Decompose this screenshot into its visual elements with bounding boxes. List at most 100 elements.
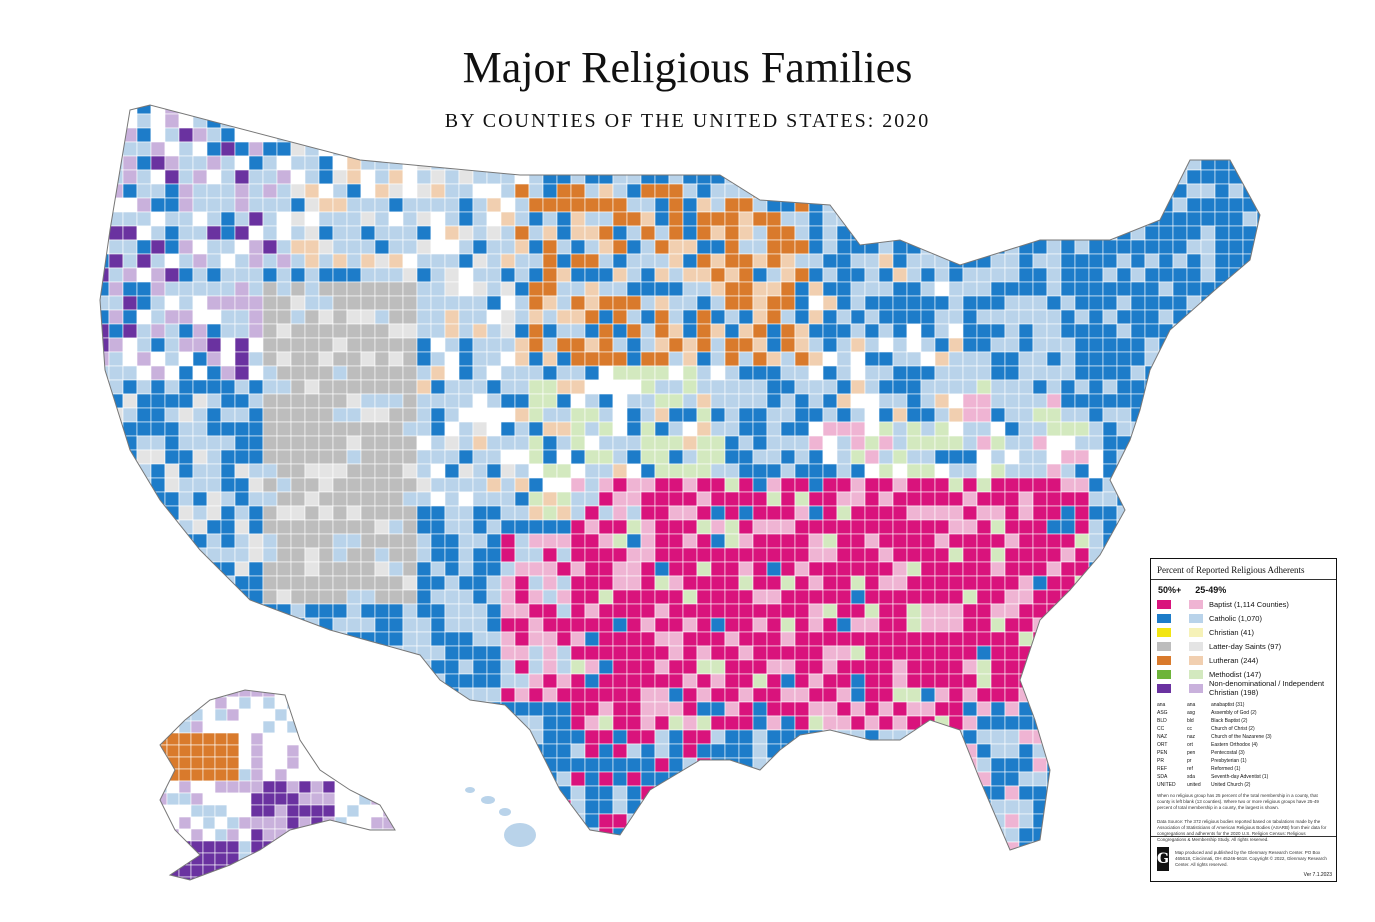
county-cell [1144, 337, 1160, 353]
county-cell [542, 701, 558, 717]
county-cell [274, 864, 288, 878]
county-cell [794, 211, 810, 227]
county-cell [990, 477, 1006, 493]
county-cell [598, 267, 614, 283]
county-cell [1046, 561, 1062, 577]
county-cell [1214, 309, 1230, 325]
county-cell [780, 785, 796, 801]
county-cell [948, 463, 964, 479]
county-cell [178, 169, 194, 185]
county-cell [850, 589, 866, 605]
county-cell [612, 631, 628, 647]
county-cell [724, 113, 740, 129]
county-cell [206, 435, 222, 451]
county-cell [164, 533, 180, 549]
county-cell [612, 673, 628, 689]
county-cell [202, 828, 216, 842]
county-cell [780, 449, 796, 465]
county-cell [346, 804, 360, 818]
county-cell [1116, 841, 1132, 850]
county-cell [752, 155, 768, 171]
county-cell [416, 105, 432, 115]
county-cell [682, 617, 698, 633]
county-cell [738, 337, 754, 353]
county-cell [654, 351, 670, 367]
county-cell [850, 449, 866, 465]
county-cell [920, 771, 936, 787]
county-cell [360, 393, 376, 409]
county-cell [416, 701, 432, 717]
county-cell [304, 113, 320, 129]
county-cell [528, 337, 544, 353]
legend-minor-cell: BLD [1157, 718, 1167, 724]
county-cell [370, 744, 384, 758]
county-cell [682, 463, 698, 479]
county-cell [738, 141, 754, 157]
county-cell [486, 351, 502, 367]
county-cell [1060, 435, 1076, 451]
county-cell [178, 547, 194, 563]
county-cell [1032, 351, 1048, 367]
county-cell [190, 690, 204, 698]
county-cell [388, 407, 404, 423]
county-cell [262, 281, 278, 297]
county-cell [1214, 197, 1230, 213]
county-cell [724, 645, 740, 661]
county-cell [1228, 141, 1244, 157]
county-cell [1074, 617, 1090, 633]
legend-title: Percent of Reported Religious Adherents [1151, 559, 1336, 580]
county-cell [1004, 533, 1020, 549]
county-cell [640, 743, 656, 759]
county-cell [358, 792, 372, 806]
county-cell [1144, 309, 1160, 325]
county-cell [906, 519, 922, 535]
county-cell [1074, 687, 1090, 703]
county-cell [458, 841, 474, 850]
county-cell [1032, 141, 1048, 157]
county-cell [906, 743, 922, 759]
county-cell [626, 407, 642, 423]
county-cell [570, 715, 586, 731]
county-cell [1046, 379, 1062, 395]
county-cell [178, 690, 192, 698]
county-cell [542, 197, 558, 213]
county-cell [108, 715, 124, 731]
county-cell [1172, 379, 1188, 395]
county-cell [752, 365, 768, 381]
county-cell [598, 491, 614, 507]
county-cell [416, 547, 432, 563]
county-cell [864, 155, 880, 171]
county-cell [920, 729, 936, 745]
county-cell [808, 687, 824, 703]
county-cell [822, 421, 838, 437]
county-cell [332, 379, 348, 395]
county-cell [500, 785, 516, 801]
county-cell [136, 183, 152, 199]
county-cell [1228, 407, 1244, 423]
county-cell [150, 505, 166, 521]
county-cell [486, 477, 502, 493]
county-cell [290, 267, 306, 283]
county-cell [262, 519, 278, 535]
county-cell [1088, 105, 1104, 115]
county-cell [906, 771, 922, 787]
county-cell [1102, 141, 1118, 157]
county-cell [304, 477, 320, 493]
legend-minor-cell: asg [1187, 710, 1196, 716]
county-cell [836, 617, 852, 633]
county-cell [808, 113, 824, 129]
county-cell [108, 785, 124, 801]
county-cell [262, 155, 278, 171]
county-cell [382, 696, 395, 710]
county-cell [1116, 785, 1132, 801]
county-cell [1102, 491, 1118, 507]
county-cell [654, 295, 670, 311]
county-cell [640, 827, 656, 843]
county-cell [850, 281, 866, 297]
county-cell [808, 533, 824, 549]
county-cell [626, 323, 642, 339]
county-cell [1158, 477, 1174, 493]
legend-minor-row: SDA sda Seventh-day Adventist (1) [1157, 773, 1330, 781]
county-cell [668, 113, 684, 129]
county-cell [794, 547, 810, 563]
